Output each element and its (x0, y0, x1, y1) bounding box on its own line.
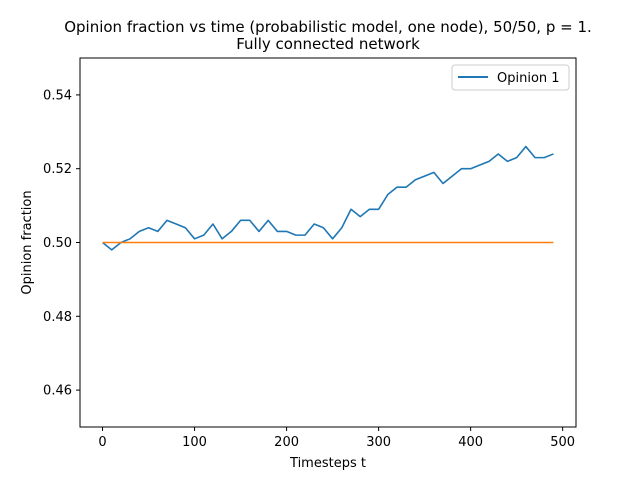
chart-title: Opinion fraction vs time (probabilistic … (64, 18, 592, 36)
y-axis-label: Opinion fraction (20, 190, 35, 294)
chart-subtitle: Fully connected network (236, 35, 420, 53)
x-tick-label: 400 (458, 435, 483, 450)
y-tick-label: 0.52 (43, 162, 72, 177)
y-axis: 0.46 0.48 0.50 0.52 0.54 (43, 88, 80, 399)
y-tick-label: 0.46 (43, 384, 72, 399)
y-tick-label: 0.54 (43, 88, 72, 103)
x-tick-label: 100 (182, 435, 207, 450)
legend: Opinion 1 (451, 64, 570, 91)
x-axis-label: Timesteps t (289, 456, 366, 471)
x-axis: 0 100 200 300 400 500 (98, 427, 575, 450)
series-line-opinion-1 (102, 145, 554, 251)
y-tick-label: 0.50 (43, 236, 72, 251)
x-tick-label: 0 (98, 435, 106, 450)
x-tick-label: 300 (366, 435, 391, 450)
legend-label-opinion-1: Opinion 1 (497, 71, 560, 86)
legend-box (451, 64, 570, 91)
plot-series (102, 145, 554, 251)
x-tick-label: 500 (550, 435, 575, 450)
y-tick-label: 0.48 (43, 310, 72, 325)
x-tick-label: 200 (274, 435, 299, 450)
